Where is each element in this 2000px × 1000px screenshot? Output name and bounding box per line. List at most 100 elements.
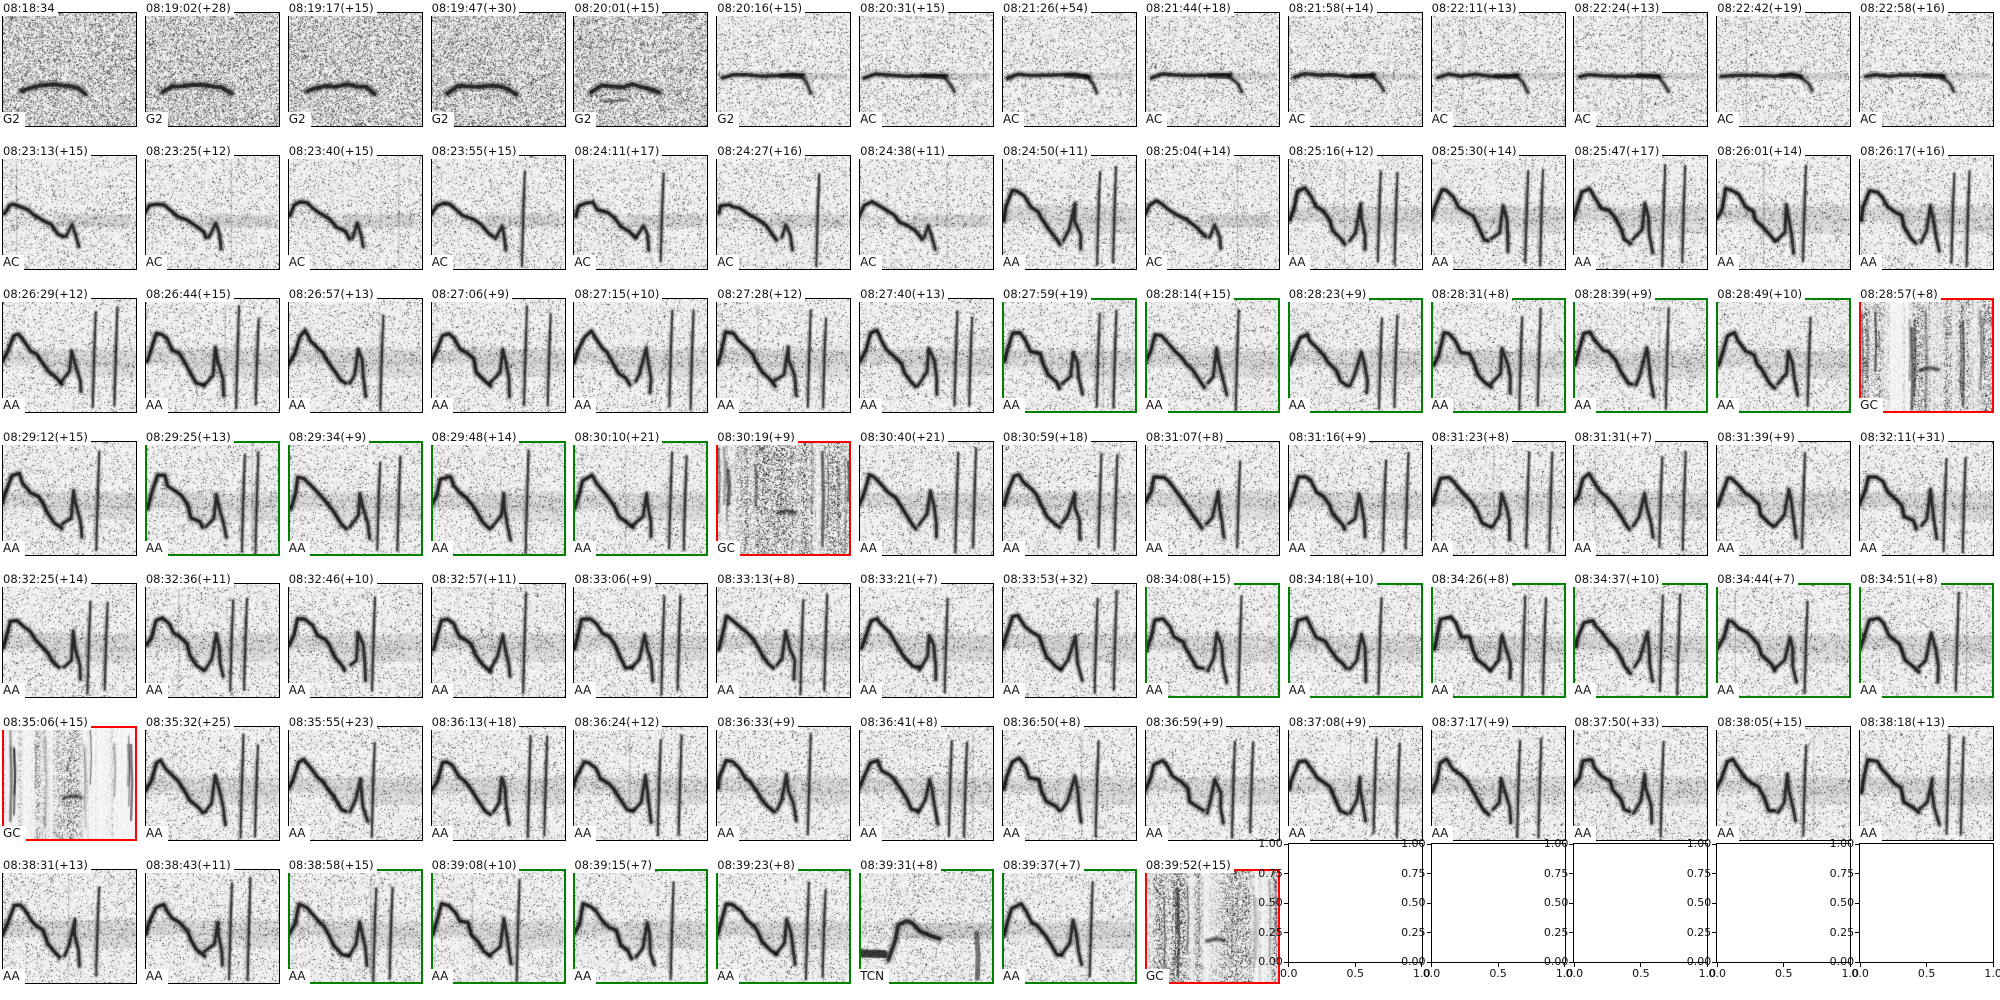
cell-class-label: AA	[1572, 254, 1597, 271]
cell-class-label: AA	[143, 397, 168, 414]
y-tick-label: 0.75	[1686, 866, 1712, 880]
cell-class-label: AA	[1572, 683, 1597, 700]
spectrogram-plot	[1573, 583, 1709, 699]
cell-timestamp: 08:24:50(+11)	[1001, 143, 1091, 159]
x-tick-label: 1.0	[1984, 967, 2000, 981]
cell-timestamp: 08:32:57(+11)	[429, 572, 520, 588]
cell-class-label: AA	[1858, 683, 1882, 700]
spectrogram-image	[717, 298, 851, 412]
spectrogram-cell: 08:36:24(+12) AA	[571, 714, 713, 857]
spectrogram-plot	[2, 583, 137, 699]
spectrogram-image	[861, 871, 993, 983]
tick-mark	[1849, 963, 1851, 968]
tick-mark	[1283, 932, 1288, 934]
cell-timestamp: 08:27:28(+12)	[715, 286, 806, 302]
cell-timestamp: 08:31:07(+8)	[1143, 429, 1227, 445]
spectrogram-cell: 08:23:55(+15) AC	[429, 143, 571, 286]
spectrogram-cell: 08:24:50(+11) AA	[1000, 143, 1142, 286]
cell-class-label: AA	[715, 826, 740, 843]
spectrogram-image	[718, 442, 850, 554]
spectrogram-plot	[573, 440, 709, 556]
tick-mark	[1569, 843, 1574, 845]
tick-mark	[1283, 961, 1288, 963]
cell-class-label: AA	[1001, 397, 1025, 414]
tick-mark	[1926, 963, 1928, 968]
x-tick-label: 1.0	[1698, 967, 1717, 981]
spectrogram-plot	[573, 583, 709, 699]
spectrogram-cell: 08:37:08(+9) AA	[1286, 714, 1428, 857]
spectrogram-plot	[430, 297, 566, 413]
spectrogram-plot	[1002, 297, 1137, 413]
spectrogram-image	[1431, 441, 1565, 555]
spectrogram-plot	[287, 12, 423, 127]
cell-class-label: GC	[1143, 969, 1169, 986]
cell-timestamp: 08:26:44(+15)	[143, 286, 234, 302]
spectrogram-cell: 08:37:50(+33) AA	[1571, 714, 1713, 857]
spectrogram-cell: 08:37:17(+9) AA	[1429, 714, 1571, 857]
spectrogram-cell: 08:33:06(+9) AA	[571, 571, 713, 714]
spectrogram-image	[3, 155, 136, 269]
cell-class-label: AA	[286, 540, 311, 557]
spectrogram-cell: 08:23:13(+15) AC	[0, 143, 142, 286]
spectrogram-plot	[1287, 440, 1423, 556]
spectrogram-plot	[1716, 583, 1852, 699]
cell-class-label: AA	[1286, 397, 1311, 414]
cell-class-label: AA	[715, 397, 740, 414]
y-tick-label: 0.00	[1401, 955, 1426, 969]
spectrogram-image	[1717, 727, 1851, 841]
spectrogram-cell: 08:32:46(+10) AA	[286, 571, 428, 714]
spectrogram-image	[1717, 155, 1851, 269]
spectrogram-plot	[573, 297, 709, 413]
spectrogram-plot	[287, 154, 423, 270]
cell-timestamp: 08:21:58(+14)	[1286, 1, 1377, 16]
cell-timestamp: 08:36:41(+8)	[858, 715, 941, 731]
spectrogram-cell: 08:21:58(+14) AC	[1286, 0, 1428, 143]
cell-timestamp: 08:20:31(+15)	[858, 1, 949, 16]
cell-timestamp: 08:24:27(+16)	[715, 143, 806, 159]
spectrogram-image	[574, 155, 708, 269]
cell-timestamp: 08:20:01(+15)	[572, 1, 663, 16]
y-tick-label: 1.00	[1686, 837, 1712, 851]
spectrogram-cell: 08:38:31(+13) AA	[0, 857, 142, 1000]
spectrogram-cell: 08:27:06(+9) AA	[429, 286, 571, 429]
cell-timestamp: 08:35:55(+23)	[286, 715, 377, 731]
cell-timestamp: 08:25:47(+17)	[1572, 143, 1663, 159]
spectrogram-plot	[1859, 12, 1995, 127]
spectrogram-cell: 08:38:05(+15) AA	[1714, 714, 1856, 857]
spectrogram-plot	[1002, 583, 1137, 699]
spectrogram-plot	[859, 440, 995, 556]
spectrogram-cell: 08:25:04(+14) AC	[1143, 143, 1285, 286]
spectrogram-cell: 08:35:06(+15) GC	[0, 714, 142, 857]
spectrogram-image	[431, 298, 565, 412]
cell-timestamp: 08:22:11(+13)	[1429, 1, 1520, 16]
spectrogram-plot	[287, 869, 423, 985]
spectrogram-cell: 08:20:16(+15) G2	[714, 0, 856, 143]
cell-timestamp: 08:26:57(+13)	[286, 286, 377, 302]
y-tick-label: 0.25	[1829, 925, 1855, 939]
spectrogram-plot	[144, 154, 280, 270]
spectrogram-cell: 08:24:11(+17) AC	[571, 143, 713, 286]
tick-mark	[1855, 932, 1860, 934]
cell-class-label: AA	[1286, 683, 1311, 700]
spectrogram-cell: 08:31:39(+9) AA	[1714, 429, 1856, 572]
spectrogram-image	[718, 871, 850, 983]
spectrogram-plot	[1430, 12, 1566, 127]
cell-class-label: AA	[1143, 540, 1168, 557]
cell-class-label: AA	[1001, 683, 1025, 700]
spectrogram-cell: 08:30:19(+9) GC	[714, 429, 856, 572]
spectrogram-plot	[859, 297, 995, 413]
spectrogram-image	[1003, 155, 1136, 269]
spectrogram-plot	[859, 154, 995, 270]
cell-timestamp: 08:30:19(+9)	[715, 429, 798, 445]
spectrogram-image	[860, 584, 994, 698]
spectrogram-image	[1003, 441, 1136, 555]
cell-timestamp: 08:34:18(+10)	[1286, 572, 1377, 588]
spectrogram-cell: 08:27:28(+12) AA	[714, 286, 856, 429]
spectrogram-plot	[859, 12, 995, 127]
spectrogram-plot	[573, 726, 709, 842]
spectrogram-plot	[1859, 726, 1995, 842]
spectrogram-cell: 08:20:01(+15) G2	[571, 0, 713, 143]
spectrogram-cell: 08:34:08(+15) AA	[1143, 571, 1285, 714]
cell-class-label: AA	[572, 683, 597, 700]
